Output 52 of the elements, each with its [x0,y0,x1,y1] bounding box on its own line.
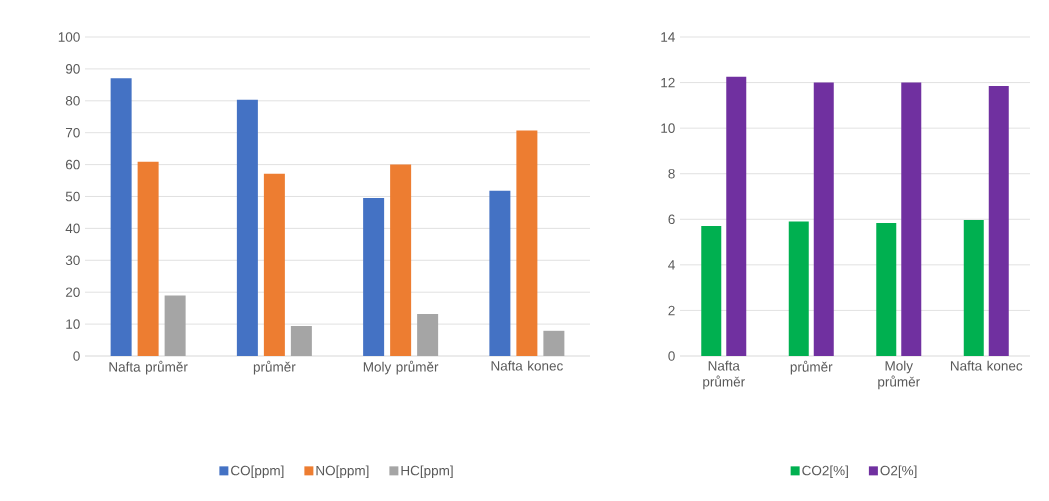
y-tick-label: 4 [668,260,675,270]
x-tick-label: průměr [253,360,296,375]
bar [726,76,747,356]
y-tick-label: 80 [65,96,80,106]
bar [543,330,565,356]
y-tick-label: 0 [73,351,80,361]
y-tick-label: 14 [661,32,675,42]
bar [516,130,538,356]
bar [417,313,439,356]
y-tick-label: 70 [65,127,80,138]
bar [963,219,984,356]
legend-label: CO[ppm] [231,465,284,479]
y-tick-label: 2 [668,305,675,316]
x-tick-label: Moly průměr [363,360,439,375]
x-tick-label: Moly průměr [878,360,920,390]
x-tick-label: Nafta průměr [703,360,745,390]
legend-label: CO2[%] [802,465,848,479]
x-tick-label: průměr [790,360,833,375]
bar [263,173,285,356]
y-tick-label: 10 [661,123,675,133]
y-tick-label: 20 [65,287,80,297]
bar [363,198,385,356]
y-tick-label: 6 [668,214,675,225]
y-tick-label: 90 [65,64,80,74]
x-tick-label: Nafta konec [491,360,563,371]
bar [901,82,922,356]
bar [137,161,159,356]
bar [701,226,722,356]
y-tick-label: 50 [65,191,80,202]
bar [876,222,897,356]
y-tick-label: 10 [66,319,80,329]
y-tick-label: 0 [668,351,675,361]
legend-label: NO[ppm] [316,465,369,479]
x-tick-label: Nafta konec [950,360,1023,371]
bar [290,326,312,356]
bar [788,221,809,356]
y-tick-label: 30 [65,255,80,266]
bar [813,82,834,356]
bar [110,78,132,356]
bar [236,99,258,356]
legend-label: O2[%] [880,465,917,479]
y-tick-label: 40 [65,223,80,234]
y-tick-label: 12 [661,77,675,88]
x-tick-label: Nafta průměr [109,360,188,375]
bar [489,190,511,356]
legend-label: HC[ppm] [401,465,453,479]
bar [988,85,1009,356]
bar [164,295,186,356]
y-tick-label: 8 [668,168,675,179]
bar [390,164,412,356]
y-tick-label: 60 [65,159,80,170]
y-tick-label: 100 [58,32,80,42]
